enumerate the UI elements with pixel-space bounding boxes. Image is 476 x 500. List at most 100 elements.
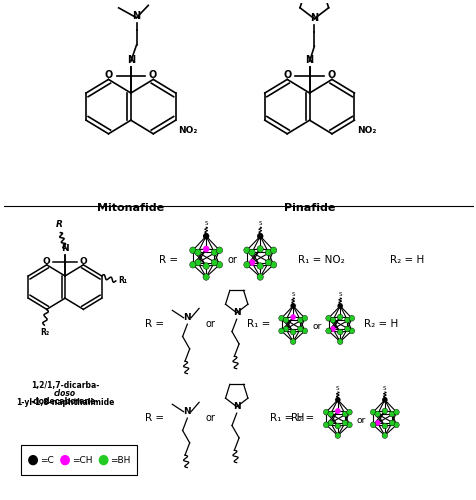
Text: R₁ = H: R₁ = H — [269, 413, 303, 423]
Circle shape — [290, 314, 295, 320]
Circle shape — [327, 420, 333, 426]
Text: R₁ = NO₂: R₁ = NO₂ — [297, 255, 344, 265]
Circle shape — [283, 317, 288, 323]
Text: =C: =C — [40, 456, 53, 464]
Text: N: N — [305, 55, 313, 65]
Circle shape — [283, 326, 288, 332]
Circle shape — [257, 274, 263, 280]
Circle shape — [334, 423, 340, 429]
Circle shape — [257, 233, 263, 239]
Text: O: O — [104, 70, 113, 80]
Circle shape — [248, 249, 255, 256]
Circle shape — [325, 316, 331, 321]
Circle shape — [329, 317, 335, 323]
Text: or: or — [206, 413, 215, 423]
Circle shape — [329, 326, 335, 332]
Circle shape — [381, 397, 387, 402]
Circle shape — [346, 422, 351, 428]
Text: 1-yl-1,8-naphthalimide: 1-yl-1,8-naphthalimide — [16, 398, 114, 407]
Circle shape — [381, 423, 387, 429]
Circle shape — [374, 411, 380, 417]
Circle shape — [203, 233, 209, 239]
Text: 1,2/1,7-dicarba-: 1,2/1,7-dicarba- — [31, 381, 99, 390]
Text: N: N — [232, 308, 240, 317]
Circle shape — [211, 260, 217, 266]
Text: N: N — [309, 12, 317, 22]
Circle shape — [393, 422, 398, 428]
Text: Mitonafide: Mitonafide — [97, 203, 164, 213]
Circle shape — [278, 328, 284, 334]
Circle shape — [323, 410, 328, 415]
Circle shape — [348, 316, 354, 321]
Text: O: O — [149, 70, 157, 80]
Circle shape — [344, 326, 349, 332]
Text: S: S — [382, 386, 386, 391]
Text: N: N — [183, 312, 191, 322]
Circle shape — [216, 247, 222, 254]
Circle shape — [301, 328, 307, 334]
Circle shape — [337, 303, 342, 309]
Text: R₂ = H: R₂ = H — [363, 319, 397, 329]
Circle shape — [388, 411, 394, 417]
Text: R₂: R₂ — [40, 328, 50, 337]
Circle shape — [243, 247, 249, 254]
Circle shape — [194, 249, 201, 256]
Circle shape — [381, 432, 387, 438]
Circle shape — [337, 338, 342, 344]
Text: R: R — [56, 220, 63, 229]
Text: Pinafide: Pinafide — [283, 203, 335, 213]
Circle shape — [388, 420, 394, 426]
Circle shape — [346, 410, 351, 415]
Text: NO₂: NO₂ — [178, 126, 197, 135]
Circle shape — [248, 260, 255, 266]
Circle shape — [189, 247, 196, 254]
Text: NO₂: NO₂ — [356, 126, 376, 135]
Circle shape — [342, 420, 347, 426]
Circle shape — [265, 260, 271, 266]
Text: or: or — [227, 255, 237, 265]
Text: S: S — [204, 221, 208, 226]
Text: R₂ = H: R₂ = H — [389, 255, 423, 265]
Circle shape — [370, 410, 375, 415]
Circle shape — [297, 317, 302, 323]
Circle shape — [297, 326, 302, 332]
Text: O: O — [283, 70, 291, 80]
Text: =CH: =CH — [71, 456, 92, 464]
Circle shape — [211, 249, 217, 256]
Text: R =: R = — [144, 319, 163, 329]
Text: N: N — [183, 406, 191, 416]
Circle shape — [337, 314, 342, 320]
Text: R₂ =: R₂ = — [290, 413, 314, 423]
Text: R₁: R₁ — [118, 276, 127, 285]
Circle shape — [374, 420, 380, 426]
Circle shape — [323, 422, 328, 428]
Text: R =: R = — [159, 255, 178, 265]
Text: -dodecaborane-: -dodecaborane- — [31, 397, 99, 406]
Circle shape — [270, 262, 276, 268]
Text: S: S — [336, 386, 339, 391]
Circle shape — [342, 411, 347, 417]
Circle shape — [257, 262, 263, 270]
Text: =BH: =BH — [110, 456, 130, 464]
Text: or: or — [356, 416, 365, 425]
Circle shape — [327, 411, 333, 417]
Circle shape — [29, 456, 37, 464]
Circle shape — [270, 247, 276, 254]
Text: or: or — [206, 319, 215, 329]
Circle shape — [60, 456, 69, 464]
Circle shape — [290, 303, 295, 309]
Text: O: O — [327, 70, 335, 80]
Circle shape — [290, 329, 295, 335]
FancyBboxPatch shape — [21, 445, 137, 475]
Circle shape — [334, 397, 340, 402]
Text: R =: R = — [144, 413, 163, 423]
Text: N: N — [61, 244, 69, 254]
Text: or: or — [311, 322, 321, 331]
Text: O: O — [42, 256, 50, 266]
Circle shape — [243, 262, 249, 268]
Text: S: S — [338, 292, 341, 297]
Circle shape — [189, 262, 196, 268]
Circle shape — [99, 456, 108, 464]
Circle shape — [370, 422, 375, 428]
Circle shape — [344, 317, 349, 323]
